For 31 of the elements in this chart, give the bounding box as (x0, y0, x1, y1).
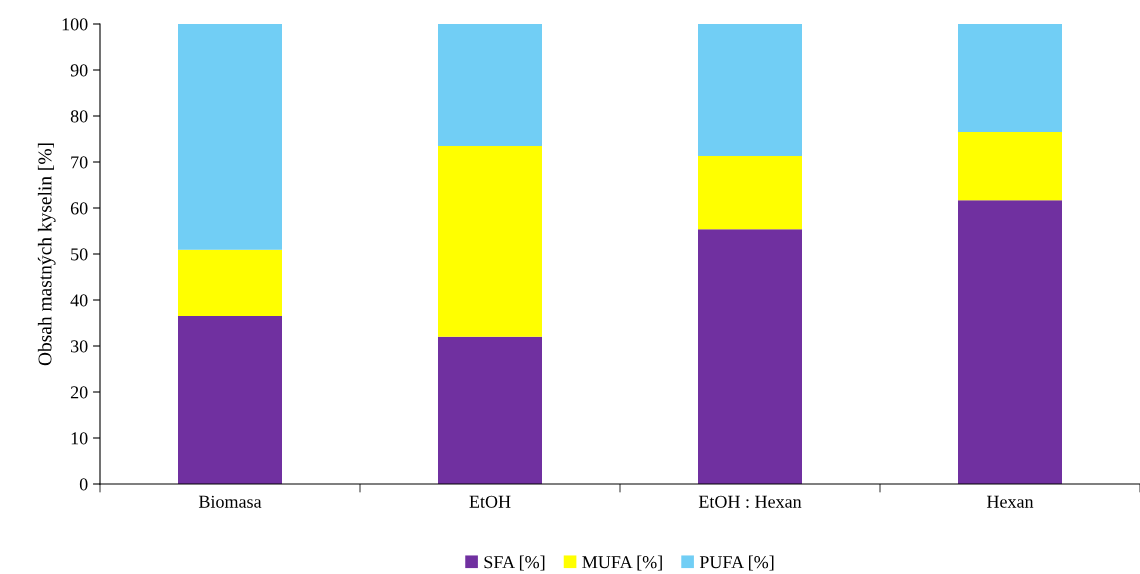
bar (438, 24, 542, 146)
y-tick-label: 40 (70, 294, 88, 307)
y-tick-label: 60 (70, 202, 88, 215)
bar (958, 200, 1062, 484)
y-tick-label: 90 (70, 64, 88, 77)
bar (438, 336, 542, 484)
bar (438, 145, 542, 337)
bar (698, 156, 802, 230)
y-tick-label: 20 (70, 386, 88, 399)
bar (958, 24, 1062, 133)
bar (178, 316, 282, 484)
y-tick-label: 100 (62, 18, 88, 31)
x-tick-label: Hexan (986, 495, 1034, 508)
y-tick-label: 70 (71, 156, 88, 169)
x-tick-label: EtOH (469, 495, 511, 508)
y-axis-title: Obsah mastných kyselin [%] (37, 143, 56, 366)
bar (958, 132, 1062, 201)
y-tick-label: 80 (70, 110, 88, 123)
y-tick-label: 50 (71, 248, 88, 261)
legend-label: PUFA [%] (699, 555, 774, 571)
bar (698, 24, 802, 157)
y-tick-label: 10 (71, 432, 88, 445)
bar (178, 249, 282, 317)
x-tick-label: EtOH : Hexan (698, 495, 802, 508)
legend-label: MUFA [%] (582, 555, 662, 571)
bar (698, 229, 802, 484)
legend-label: SFA [%] (484, 555, 545, 571)
x-tick-label: Biomasa (198, 495, 262, 508)
y-tick-label: 0 (79, 478, 88, 491)
bar (178, 24, 282, 250)
y-tick-label: 30 (71, 340, 88, 353)
